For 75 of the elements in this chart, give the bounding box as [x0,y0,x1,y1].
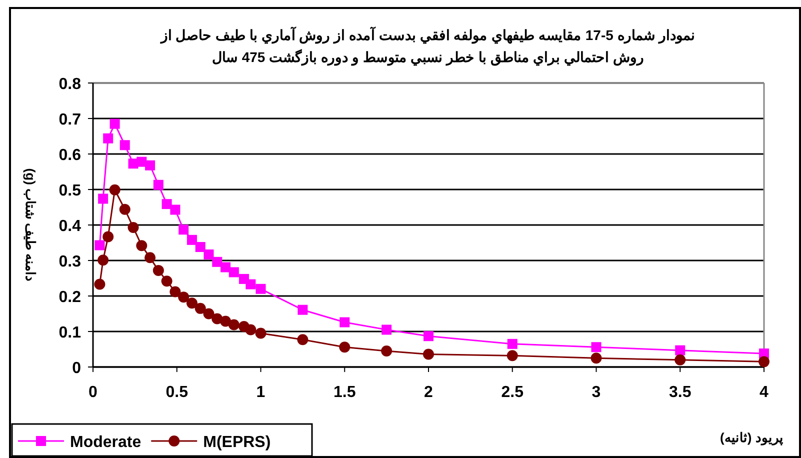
point [340,317,350,328]
point [297,334,308,346]
point [94,240,105,250]
point [228,267,239,278]
point [94,278,106,290]
x-tick-label: 1.5 [334,384,356,401]
x-tick-label: 2 [424,384,434,401]
point [203,308,214,320]
x-tick-label: 3.5 [669,384,692,401]
y-tick-label: 0.4 [58,218,82,235]
point [136,240,148,252]
y-tick-label: 0.8 [58,76,82,93]
x-tick-label: 0.5 [166,384,188,401]
y-tick-label: 0 [72,360,82,377]
point [195,242,206,252]
x-tick-label: 4 [760,384,769,401]
y-tick-label: 0.1 [58,324,82,342]
point [170,204,180,215]
point [178,224,189,235]
point [246,279,256,290]
y-tick-label: 0.3 [58,254,82,270]
point [424,331,434,342]
point [186,234,197,245]
point [507,338,518,349]
point [152,264,164,276]
x-tick-label: 1 [256,384,266,401]
x-axis-title: پريود (ثانيه) [720,430,784,446]
point [245,324,256,336]
point [591,342,602,352]
point [98,254,109,266]
point [103,133,114,144]
legend-label: M(EPRS) [203,434,271,451]
point [255,328,266,339]
point [674,354,686,366]
point [298,304,308,315]
x-tick-label: 2.5 [501,384,524,401]
point [144,252,156,264]
point [675,345,686,356]
point [382,324,392,335]
y-tick-label: 0.5 [58,182,82,200]
point [186,298,198,309]
point [119,204,130,215]
point [423,348,434,360]
chart-title: نمودار شماره 5-17 مقايسه طيفهاي مولفه افقي بدست آمده از روش آماري با طيف حاصل از روش احتمالي براي مناطق با خطر نسبي متوسط و دوره بازگشت 475 سال [160,26,696,66]
point [128,222,139,233]
point [98,194,108,204]
point [110,118,120,129]
y-tick-label: 0.6 [58,147,82,164]
point [758,356,770,368]
point [162,199,172,210]
point [590,352,602,364]
point [204,249,214,260]
point [256,284,266,294]
legend-label: Moderate [70,434,142,451]
point [153,180,164,190]
point [381,346,392,357]
point [120,140,130,150]
point [194,302,206,314]
point [102,231,114,242]
point [178,292,190,303]
y-tick-label: 0.2 [58,289,82,306]
point [170,286,181,298]
point [228,319,240,330]
point [339,342,350,353]
y-tick-label: 0.7 [58,112,82,128]
y-axis-title: دامنه طيف شتاب (g) [23,168,38,282]
point [220,316,232,327]
point [161,276,172,287]
point [506,350,518,362]
point [220,262,231,272]
point [212,256,222,267]
point [145,160,156,170]
point [109,184,120,196]
x-tick-label: 3 [592,384,601,401]
x-tick-label: 0 [88,384,98,401]
